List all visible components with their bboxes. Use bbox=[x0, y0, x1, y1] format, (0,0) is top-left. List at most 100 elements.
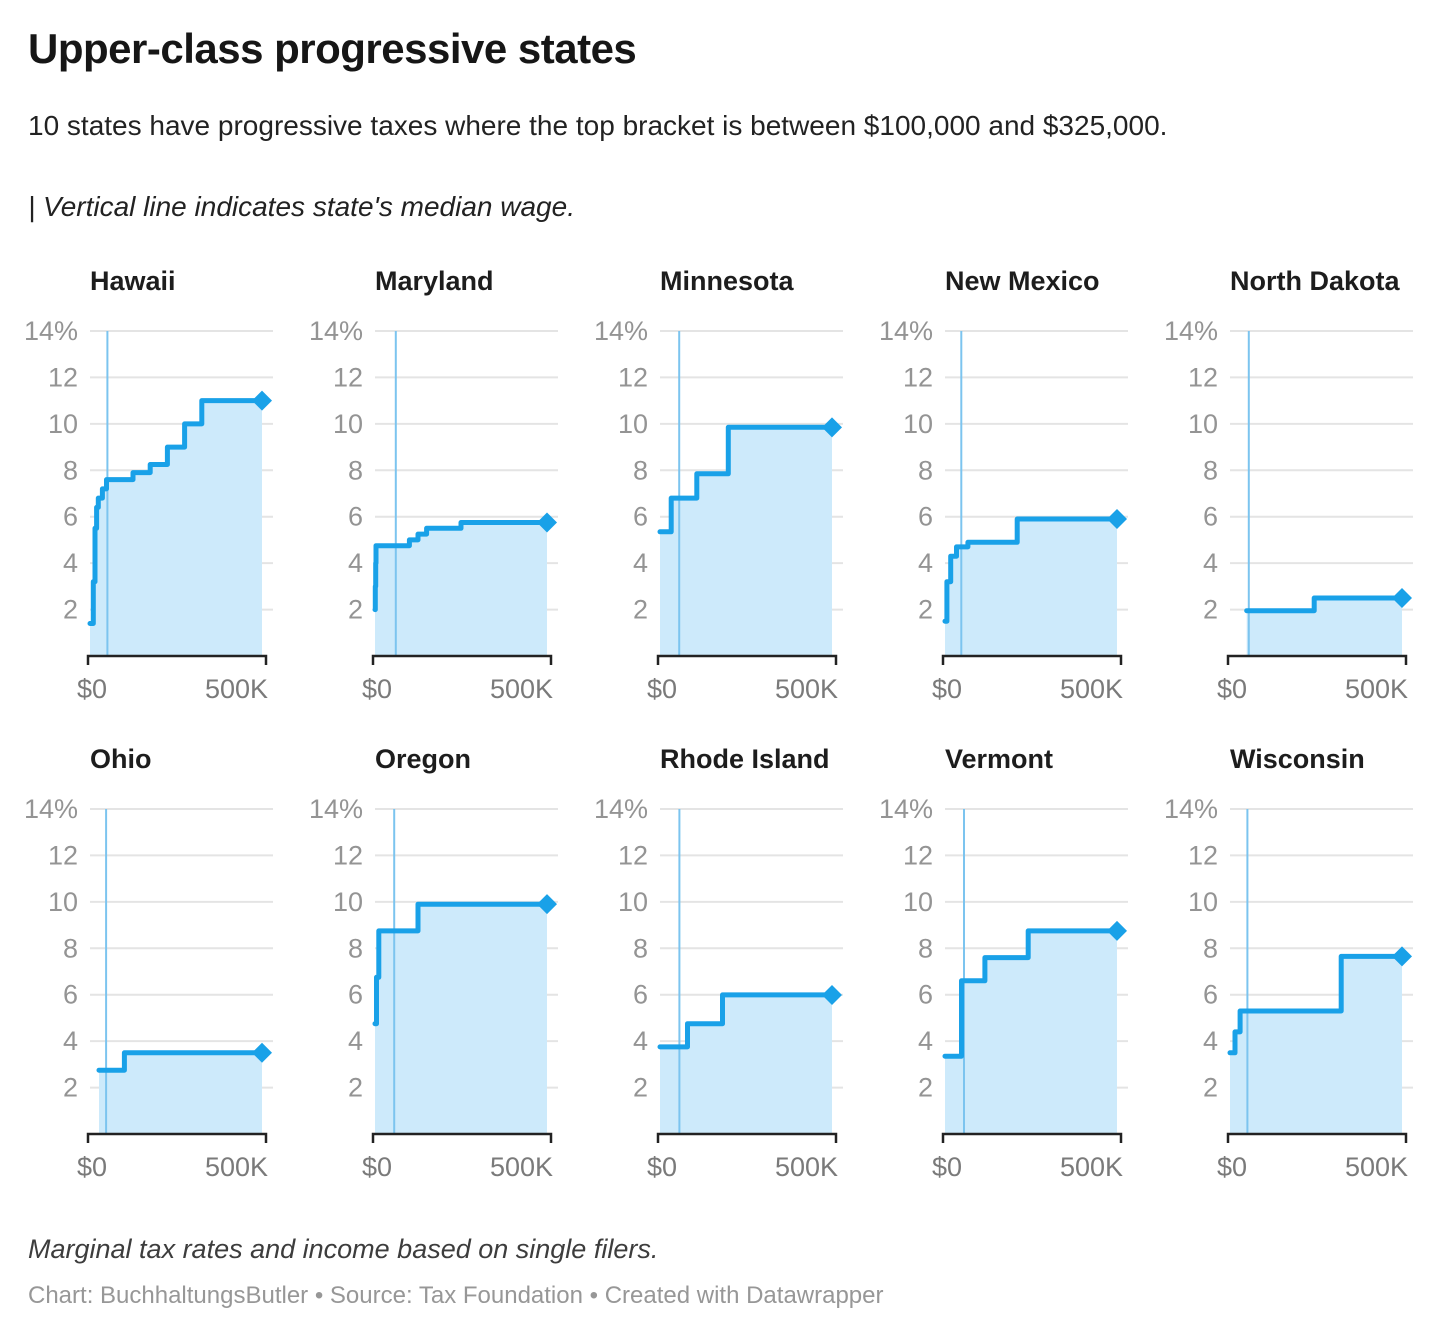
y-tick-label: 6 bbox=[918, 980, 933, 1010]
page-title: Upper-class progressive states bbox=[28, 25, 637, 72]
x-tick-label-max: 500K bbox=[1060, 674, 1123, 704]
y-tick-label: 4 bbox=[63, 548, 78, 578]
y-tick-label: 4 bbox=[63, 1026, 78, 1056]
median-wage-note: | Vertical line indicates state's median… bbox=[28, 191, 575, 223]
panel-title: Minnesota bbox=[660, 266, 794, 297]
y-tick-label: 8 bbox=[348, 456, 363, 486]
x-tick-label-max: 500K bbox=[775, 1152, 838, 1182]
footnote: Marginal tax rates and income based on s… bbox=[28, 1234, 659, 1265]
step-chart-rhode-island: 14% 12 10 8 6 4 2 $0 500K bbox=[594, 794, 843, 1182]
x-tick-label-zero: $0 bbox=[77, 1152, 107, 1182]
tax-rate-line bbox=[657, 425, 835, 535]
y-tick-label: 14% bbox=[309, 316, 363, 346]
panel-title: Ohio bbox=[90, 744, 152, 775]
tax-rate-line bbox=[96, 1050, 265, 1073]
x-tick-label-max: 500K bbox=[205, 1152, 268, 1182]
top-rate-marker bbox=[822, 985, 842, 1006]
y-tick-label: 14% bbox=[879, 316, 933, 346]
y-tick-label: 2 bbox=[918, 1073, 933, 1103]
step-chart-minnesota: 14% 12 10 8 6 4 2 $0 500K bbox=[594, 316, 843, 704]
state-panel-hawaii: Hawaii 14% 12 10 8 6 4 2 $0 500K bbox=[20, 266, 282, 704]
y-tick-label: 6 bbox=[348, 502, 363, 532]
y-tick-label: 4 bbox=[918, 1026, 933, 1056]
panel-title: North Dakota bbox=[1230, 266, 1400, 297]
x-tick-label-max: 500K bbox=[1060, 1152, 1123, 1182]
x-axis bbox=[656, 1133, 838, 1144]
y-tick-label: 4 bbox=[348, 1026, 363, 1056]
y-tick-label: 10 bbox=[48, 409, 78, 439]
y-tick-label: 14% bbox=[879, 794, 933, 824]
y-tick-label: 10 bbox=[618, 887, 648, 917]
y-tick-label: 14% bbox=[594, 794, 648, 824]
y-tick-label: 4 bbox=[1203, 1026, 1218, 1056]
y-tick-label: 12 bbox=[48, 841, 78, 871]
tax-rate-line bbox=[372, 520, 550, 613]
y-tick-label: 8 bbox=[63, 456, 78, 486]
y-tick-label: 6 bbox=[1203, 502, 1218, 532]
y-tick-label: 10 bbox=[903, 409, 933, 439]
y-tick-label: 14% bbox=[1164, 794, 1218, 824]
y-tick-label: 2 bbox=[63, 595, 78, 625]
x-tick-label-zero: $0 bbox=[362, 1152, 392, 1182]
y-tick-label: 2 bbox=[918, 595, 933, 625]
y-tick-label: 10 bbox=[333, 409, 363, 439]
tax-area-fill bbox=[375, 904, 547, 1135]
x-axis bbox=[371, 1133, 553, 1144]
y-tick-label: 4 bbox=[348, 548, 363, 578]
panel-title: Vermont bbox=[945, 744, 1054, 775]
top-rate-marker bbox=[252, 390, 272, 411]
top-rate-marker bbox=[822, 417, 842, 438]
step-chart-ohio: 14% 12 10 8 6 4 2 $0 500K bbox=[24, 794, 273, 1182]
y-tick-label: 2 bbox=[1203, 595, 1218, 625]
y-tick-label: 10 bbox=[903, 887, 933, 917]
x-axis bbox=[656, 654, 838, 666]
y-tick-label: 4 bbox=[633, 548, 648, 578]
panel-title: Hawaii bbox=[90, 266, 176, 297]
step-chart-north-dakota: 14% 12 10 8 6 4 2 $0 500K bbox=[1164, 316, 1413, 704]
x-tick-label-zero: $0 bbox=[1217, 1152, 1247, 1182]
state-panel-vermont: Vermont 14% 12 10 8 6 4 2 $0 500K bbox=[875, 744, 1137, 1182]
x-tick-label-zero: $0 bbox=[1217, 674, 1247, 704]
chart-subtitle: 10 states have progressive taxes where t… bbox=[28, 110, 1168, 142]
panel-title: Oregon bbox=[375, 744, 472, 775]
tax-rate-line bbox=[942, 516, 1120, 624]
tax-area-fill bbox=[945, 519, 1117, 657]
y-tick-label: 10 bbox=[1188, 409, 1218, 439]
y-tick-label: 8 bbox=[1203, 934, 1218, 964]
y-tick-label: 10 bbox=[1188, 887, 1218, 917]
y-tick-label: 2 bbox=[633, 1073, 648, 1103]
tax-area-fill bbox=[1246, 598, 1402, 657]
x-tick-label-max: 500K bbox=[490, 1152, 553, 1182]
y-tick-label: 8 bbox=[633, 934, 648, 964]
tax-rate-line bbox=[942, 928, 1120, 1059]
tax-area-fill bbox=[1230, 956, 1402, 1135]
tax-area-fill bbox=[660, 995, 832, 1135]
state-panel-maryland: Maryland 14% 12 10 8 6 4 2 $0 500K bbox=[305, 266, 567, 704]
y-tick-label: 2 bbox=[348, 1073, 363, 1103]
y-tick-label: 12 bbox=[333, 841, 363, 871]
x-tick-label-zero: $0 bbox=[647, 1152, 677, 1182]
x-tick-label-max: 500K bbox=[490, 674, 553, 704]
y-tick-label: 6 bbox=[633, 502, 648, 532]
x-axis bbox=[1226, 654, 1408, 666]
state-panel-north-dakota: North Dakota 14% 12 10 8 6 4 2 $0 500K bbox=[1160, 266, 1422, 704]
step-chart-new-mexico: 14% 12 10 8 6 4 2 $0 500K bbox=[879, 316, 1128, 704]
step-chart-wisconsin: 14% 12 10 8 6 4 2 $0 500K bbox=[1164, 794, 1413, 1182]
y-tick-label: 10 bbox=[48, 887, 78, 917]
y-tick-label: 14% bbox=[24, 794, 78, 824]
y-tick-label: 8 bbox=[918, 934, 933, 964]
y-tick-label: 14% bbox=[24, 316, 78, 346]
top-rate-marker bbox=[537, 512, 557, 533]
y-tick-label: 12 bbox=[618, 363, 648, 393]
y-tick-label: 6 bbox=[348, 980, 363, 1010]
step-chart-maryland: 14% 12 10 8 6 4 2 $0 500K bbox=[309, 316, 558, 704]
y-tick-label: 12 bbox=[1188, 363, 1218, 393]
x-axis bbox=[941, 654, 1123, 666]
y-tick-label: 12 bbox=[48, 363, 78, 393]
top-rate-marker bbox=[252, 1043, 272, 1064]
tax-rate-line bbox=[372, 901, 550, 1027]
y-tick-label: 6 bbox=[1203, 980, 1218, 1010]
top-rate-marker bbox=[1392, 588, 1412, 609]
y-tick-label: 6 bbox=[633, 980, 648, 1010]
